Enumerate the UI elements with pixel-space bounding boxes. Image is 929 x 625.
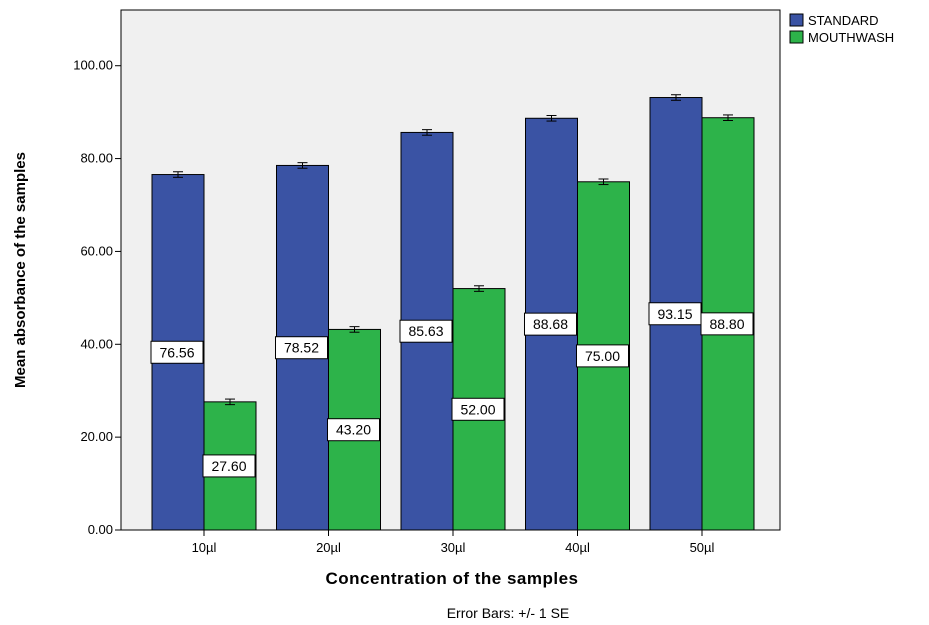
- y-tick-label: 100.00: [73, 58, 113, 73]
- data-label-box: [275, 336, 328, 360]
- data-label: 88.80: [709, 316, 744, 332]
- y-axis-label: Mean absorbance of the samples: [12, 152, 29, 388]
- data-label: 52.00: [460, 401, 495, 417]
- data-label-box: [576, 344, 629, 368]
- x-axis-label: Concentration of the samples: [326, 569, 579, 588]
- data-label-box: [700, 312, 754, 336]
- y-tick-label: 60.00: [80, 243, 113, 258]
- bars: 76.56 27.60 78.52 43.20 85.63 52.00 88.68 75.00…: [150, 94, 755, 531]
- y-axis: 0.00 20.00 40.00 60.00 80.00 100.00: [73, 58, 121, 537]
- legend-label-standard: STANDARD: [808, 13, 879, 28]
- y-tick-label: 40.00: [80, 336, 113, 351]
- data-label: 76.56: [159, 344, 194, 360]
- y-tick-label: 80.00: [80, 151, 113, 166]
- legend: STANDARD MOUTHWASH: [789, 13, 894, 45]
- data-label-box: [150, 340, 204, 364]
- data-label: 88.68: [533, 316, 568, 332]
- data-label: 27.60: [211, 458, 246, 474]
- x-tick-label: 30µl: [441, 540, 466, 555]
- legend-label-mouthwash: MOUTHWASH: [808, 30, 894, 45]
- data-label-box: [202, 454, 256, 478]
- x-tick-label: 10µl: [192, 540, 217, 555]
- data-label-box: [451, 397, 505, 421]
- data-label: 43.20: [336, 422, 371, 438]
- data-label-box: [399, 319, 453, 343]
- legend-swatch-mouthwash: [789, 30, 804, 44]
- error-bars-note: Error Bars: +/- 1 SE: [447, 605, 570, 621]
- data-label: 93.15: [657, 306, 692, 322]
- x-tick-label: 50µl: [690, 540, 715, 555]
- y-tick-label: 20.00: [80, 429, 113, 444]
- data-label-box: [327, 418, 380, 442]
- data-label: 85.63: [408, 323, 443, 339]
- legend-swatch-standard: [789, 13, 804, 27]
- x-tick-label: 40µl: [565, 540, 590, 555]
- data-label: 78.52: [284, 340, 319, 356]
- y-tick-label: 0.00: [88, 522, 113, 537]
- data-label: 75.00: [585, 348, 620, 364]
- data-label-box: [524, 312, 577, 336]
- x-axis: 10µl 20µl 30µl 40µl 50µl: [192, 530, 715, 555]
- x-tick-label: 20µl: [316, 540, 341, 555]
